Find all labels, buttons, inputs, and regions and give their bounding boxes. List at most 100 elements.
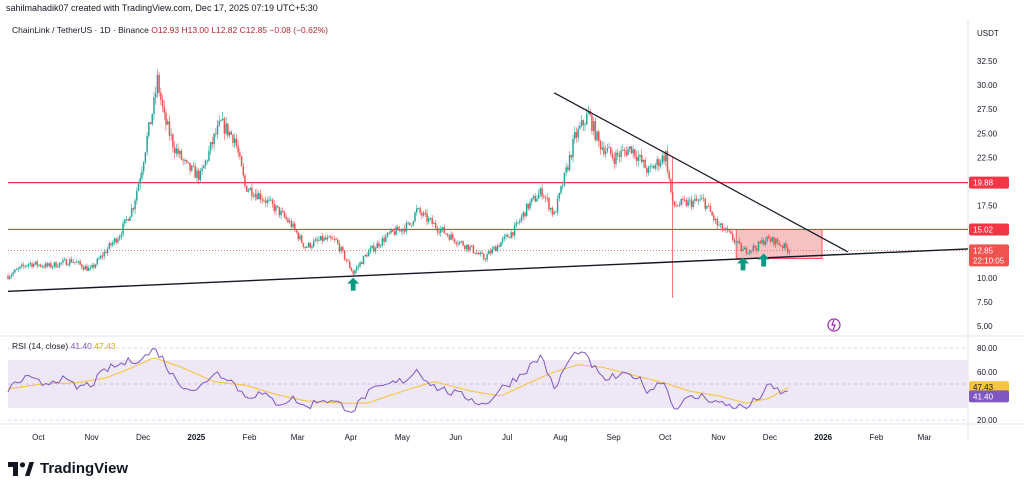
candle-body (385, 236, 387, 242)
time-tick-label: Apr (345, 433, 358, 442)
symbol-info[interactable]: ChainLink / TetherUS · 1D · Binance O12.… (12, 25, 328, 35)
candle (644, 157, 646, 169)
candle-body (390, 229, 392, 233)
candle-body (510, 232, 512, 239)
candle (426, 208, 428, 226)
candle-body (297, 232, 299, 240)
candle (433, 220, 435, 224)
candle-body (137, 183, 140, 192)
candle (218, 115, 220, 127)
candle (508, 236, 511, 239)
candle (599, 139, 602, 155)
candle-body (555, 211, 557, 213)
candle (642, 159, 645, 168)
candle-body (486, 254, 488, 260)
symbol-name[interactable]: ChainLink / TetherUS · 1D · Binance (12, 25, 149, 35)
candle (311, 244, 313, 250)
candle-body (472, 245, 475, 253)
candle (127, 218, 129, 222)
candle-body (426, 213, 428, 222)
candle (369, 245, 372, 254)
candle (297, 231, 299, 242)
candle-body (457, 243, 459, 245)
candle (336, 237, 339, 245)
candle-body (388, 232, 391, 234)
candle-body (230, 131, 233, 135)
candle (462, 240, 464, 247)
candle-body (251, 187, 253, 197)
candle-body (697, 200, 700, 202)
candle-body (675, 205, 677, 207)
candle (400, 228, 403, 235)
candle (421, 210, 423, 220)
candle (407, 221, 409, 226)
time-tick-label: Jul (502, 433, 512, 442)
candle (50, 261, 52, 269)
candle-body (719, 223, 722, 225)
candle-body (780, 245, 782, 246)
candle-body (716, 218, 719, 226)
candle-body (19, 266, 21, 269)
candle-body (725, 228, 727, 230)
candle-body (191, 165, 193, 171)
candle-body (386, 232, 389, 237)
candle-body (26, 265, 28, 267)
candle (342, 245, 344, 253)
candle (65, 258, 68, 266)
candle-body (168, 121, 171, 136)
candle (319, 235, 322, 241)
candle-body (422, 212, 425, 216)
candle (517, 222, 519, 225)
candle-body (409, 222, 411, 226)
candle (24, 264, 26, 269)
candle (414, 211, 416, 223)
candle-body (462, 241, 464, 246)
candle (194, 162, 196, 178)
candle (702, 194, 705, 202)
candle (573, 126, 576, 144)
candle (531, 198, 533, 206)
candle-body (149, 122, 152, 125)
candle-body (692, 201, 694, 207)
candle (285, 213, 287, 222)
candle (58, 262, 61, 269)
candle-body (699, 199, 701, 201)
candle-body (10, 274, 13, 277)
candle (264, 196, 267, 208)
candle-body (180, 150, 183, 160)
candle-body (287, 219, 289, 223)
candle-body (757, 241, 760, 251)
candle-body (524, 212, 526, 217)
candle (519, 218, 521, 225)
candle-body (664, 151, 667, 162)
candle-body (275, 205, 277, 211)
tradingview-logo[interactable]: TradingView (8, 460, 128, 477)
up-arrow-icon-1 (347, 277, 360, 291)
candle-body (204, 160, 207, 166)
candle (678, 201, 681, 208)
candle-body (788, 252, 791, 253)
candle-body (225, 123, 227, 134)
last-price-tag-box (969, 244, 1009, 267)
rsi-legend[interactable]: RSI (14, close) 41.40 47.43 (12, 341, 116, 351)
candle (233, 133, 236, 148)
candle-body (634, 149, 636, 157)
candle-body (689, 199, 691, 201)
candle-body (501, 238, 504, 243)
candle (48, 262, 50, 269)
candle (17, 267, 20, 273)
candle-body (695, 198, 698, 201)
candle (410, 224, 413, 228)
candle-body (354, 270, 356, 274)
candle (752, 243, 755, 254)
candle-body (81, 264, 83, 268)
candle (762, 237, 765, 246)
candle (548, 196, 550, 212)
candle (235, 134, 238, 149)
candle (658, 157, 660, 172)
candle (647, 165, 650, 176)
candle (496, 243, 499, 253)
candle (402, 228, 404, 235)
price-candles (7, 69, 791, 299)
